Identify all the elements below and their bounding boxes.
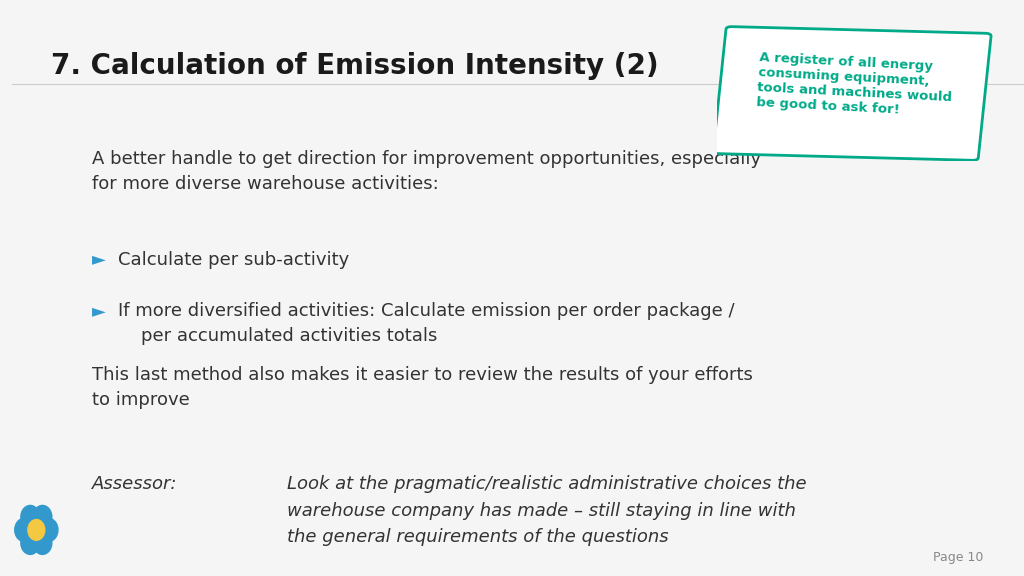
Text: A better handle to get direction for improvement opportunities, especially
for m: A better handle to get direction for imp… <box>92 150 761 193</box>
Circle shape <box>28 520 45 540</box>
Text: This last method also makes it easier to review the results of your efforts
to i: This last method also makes it easier to… <box>92 366 753 409</box>
Text: 7. Calculation of Emission Intensity (2): 7. Calculation of Emission Intensity (2) <box>51 52 658 80</box>
FancyBboxPatch shape <box>714 26 991 160</box>
Circle shape <box>39 518 58 541</box>
Text: Assessor:: Assessor: <box>92 475 177 493</box>
Text: Calculate per sub-activity: Calculate per sub-activity <box>118 251 349 268</box>
Text: A register of all energy
consuming equipment,
tools and machines would
be good t: A register of all energy consuming equip… <box>756 51 954 119</box>
Circle shape <box>20 532 40 555</box>
Circle shape <box>33 505 52 528</box>
Text: ►: ► <box>92 251 106 268</box>
Circle shape <box>20 505 40 528</box>
Circle shape <box>33 532 52 555</box>
Text: Look at the pragmatic/realistic administrative choices the
warehouse company has: Look at the pragmatic/realistic administ… <box>287 475 806 546</box>
Text: If more diversified activities: Calculate emission per order package /
    per a: If more diversified activities: Calculat… <box>118 302 734 346</box>
Text: ►: ► <box>92 302 106 320</box>
Circle shape <box>14 518 34 541</box>
Text: Page 10: Page 10 <box>933 551 983 564</box>
